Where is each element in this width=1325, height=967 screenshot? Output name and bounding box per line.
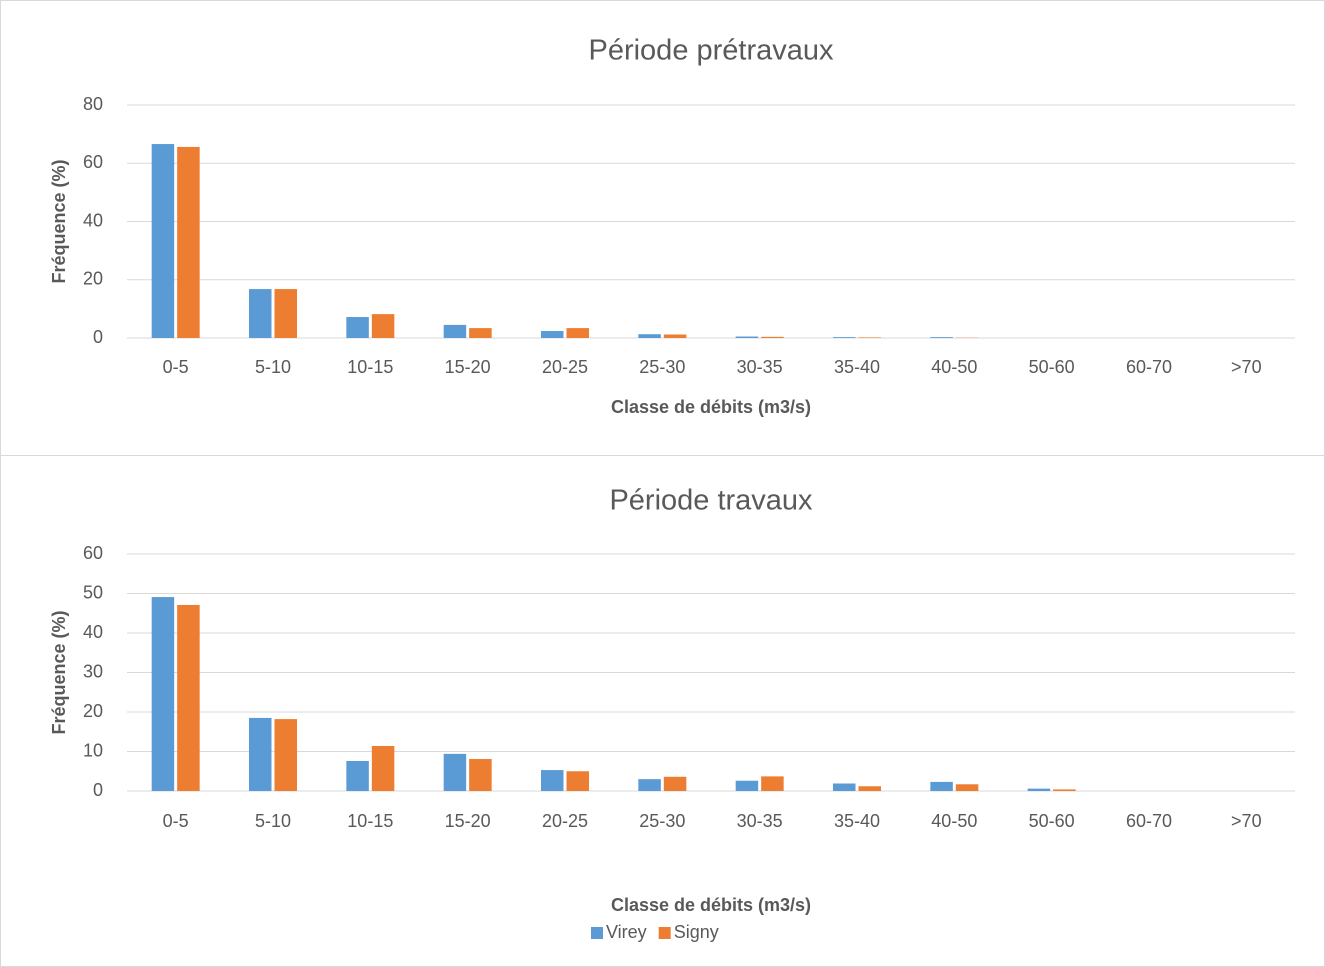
x-tick-label: 60-70 bbox=[1126, 357, 1172, 377]
x-tick-label: 60-70 bbox=[1126, 811, 1172, 831]
bar bbox=[469, 328, 492, 338]
x-tick-label: >70 bbox=[1231, 811, 1262, 831]
bar bbox=[955, 784, 979, 791]
bar bbox=[858, 337, 881, 338]
bar bbox=[371, 314, 395, 338]
x-tick-label: 35-40 bbox=[834, 357, 880, 377]
y-tick-label: 50 bbox=[83, 582, 103, 602]
y-tick-label: 60 bbox=[83, 543, 103, 563]
bar bbox=[566, 771, 589, 791]
y-tick-label: 60 bbox=[83, 152, 103, 172]
bar bbox=[761, 776, 784, 791]
bar bbox=[274, 289, 297, 338]
bar bbox=[443, 753, 467, 791]
y-tick-label: 0 bbox=[93, 327, 103, 347]
x-tick-label: >70 bbox=[1231, 357, 1262, 377]
bar bbox=[371, 745, 395, 791]
bar bbox=[274, 719, 297, 791]
x-tick-label: 40-50 bbox=[931, 811, 977, 831]
bar bbox=[151, 597, 175, 791]
legend-label: Virey bbox=[606, 922, 647, 942]
y-tick-label: 40 bbox=[83, 622, 103, 642]
x-tick-label: 15-20 bbox=[445, 811, 491, 831]
x-tick-label: 5-10 bbox=[255, 811, 291, 831]
legend-swatch bbox=[658, 927, 671, 939]
x-tick-label: 40-50 bbox=[931, 357, 977, 377]
y-tick-label: 80 bbox=[83, 94, 103, 114]
legend-label: Signy bbox=[674, 922, 719, 942]
bar bbox=[469, 759, 492, 791]
x-tick-label: 30-35 bbox=[737, 811, 783, 831]
legend-swatch bbox=[591, 927, 603, 939]
y-axis-title: Fréquence (%) bbox=[49, 159, 69, 283]
x-tick-label: 35-40 bbox=[834, 811, 880, 831]
bar bbox=[761, 336, 784, 338]
bar bbox=[249, 289, 272, 338]
y-tick-label: 0 bbox=[93, 780, 103, 800]
y-axis-title: Fréquence (%) bbox=[49, 610, 69, 734]
bar bbox=[177, 604, 200, 791]
bar bbox=[346, 317, 369, 338]
bar bbox=[663, 334, 687, 338]
bar bbox=[1053, 789, 1076, 791]
bar bbox=[858, 786, 881, 791]
chart-title: Période travaux bbox=[609, 485, 813, 517]
bar bbox=[566, 328, 589, 338]
bar bbox=[930, 781, 953, 791]
x-axis-title: Classe de débits (m3/s) bbox=[611, 895, 811, 915]
x-tick-label: 10-15 bbox=[347, 811, 393, 831]
y-tick-label: 20 bbox=[83, 701, 103, 721]
x-tick-label: 0-5 bbox=[163, 811, 189, 831]
bar bbox=[833, 337, 856, 338]
x-tick-label: 25-30 bbox=[639, 811, 685, 831]
x-tick-label: 30-35 bbox=[737, 357, 783, 377]
bar bbox=[638, 779, 661, 791]
bar bbox=[663, 776, 687, 791]
x-tick-label: 10-15 bbox=[347, 357, 393, 377]
x-tick-label: 50-60 bbox=[1029, 811, 1075, 831]
y-tick-label: 20 bbox=[83, 269, 103, 289]
bar bbox=[833, 783, 856, 791]
bar bbox=[735, 336, 759, 338]
bar bbox=[735, 780, 759, 791]
bar bbox=[443, 324, 467, 338]
y-tick-label: 40 bbox=[83, 210, 103, 230]
chart-title: Période prétravaux bbox=[588, 35, 834, 67]
bar bbox=[249, 717, 272, 791]
x-tick-label: 20-25 bbox=[542, 357, 588, 377]
bar bbox=[638, 334, 661, 338]
bar bbox=[541, 331, 564, 338]
x-tick-label: 25-30 bbox=[639, 357, 685, 377]
x-tick-label: 5-10 bbox=[255, 357, 291, 377]
bar bbox=[177, 146, 200, 338]
x-tick-label: 20-25 bbox=[542, 811, 588, 831]
x-tick-label: 15-20 bbox=[445, 357, 491, 377]
y-tick-label: 10 bbox=[83, 740, 103, 760]
bar bbox=[1027, 788, 1051, 791]
y-tick-label: 30 bbox=[83, 661, 103, 681]
bar bbox=[930, 337, 953, 338]
x-axis-title: Classe de débits (m3/s) bbox=[611, 397, 811, 417]
bar bbox=[151, 144, 175, 338]
bar bbox=[346, 760, 369, 791]
bar bbox=[541, 770, 564, 791]
x-tick-label: 50-60 bbox=[1029, 357, 1075, 377]
x-tick-label: 0-5 bbox=[163, 357, 189, 377]
